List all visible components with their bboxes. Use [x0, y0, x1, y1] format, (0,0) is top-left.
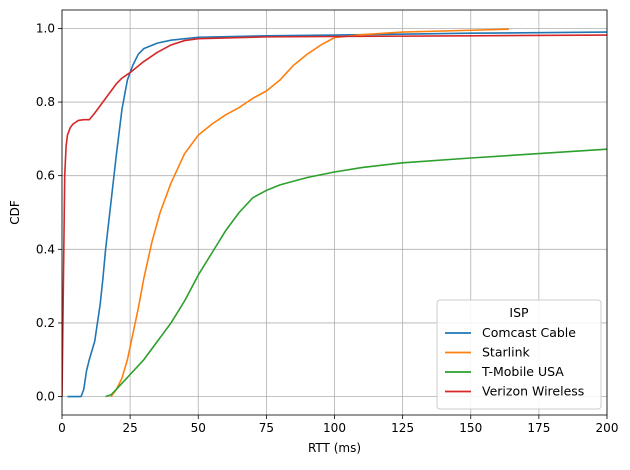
series-line-starlink — [110, 28, 509, 398]
x-tick-label: 25 — [122, 421, 137, 435]
series-line-t-mobile-usa — [105, 148, 607, 398]
x-tick-label: 175 — [527, 421, 550, 435]
legend: ISP Comcast Cable Starlink T-Mobile USA Ver… — [436, 299, 602, 410]
x-tick-label: 125 — [391, 421, 414, 435]
legend-label-t-mobile-usa: T-Mobile USA — [481, 364, 564, 379]
y-tick-label: 1.0 — [36, 21, 55, 35]
y-tick-label: 0.8 — [36, 95, 55, 109]
legend-items: Comcast Cable Starlink T-Mobile USA Verizon… — [445, 325, 584, 399]
legend-label-comcast-cable: Comcast Cable — [482, 325, 576, 340]
x-axis-label: RTT (ms) — [308, 441, 361, 455]
x-tick-label: 50 — [191, 421, 206, 435]
legend-label-starlink: Starlink — [482, 345, 531, 360]
y-tick-label: 0.2 — [36, 316, 55, 330]
axis-ticks: 0 25 50 75 100 125 150 175 200 0.0 0.2 0.4 0.6 0.8 1.0 — [36, 21, 619, 435]
x-tick-label: 100 — [323, 421, 346, 435]
series-line-verizon-wireless — [62, 34, 607, 397]
x-tick-label: 200 — [596, 421, 619, 435]
legend-box — [436, 299, 602, 410]
x-tick-label: 75 — [259, 421, 274, 435]
y-tick-label: 0.4 — [36, 242, 55, 256]
x-tick-label: 0 — [58, 421, 66, 435]
x-tick-label: 150 — [459, 421, 482, 435]
grid — [61, 10, 608, 415]
legend-label-verizon-wireless: Verizon Wireless — [482, 384, 584, 399]
y-tick-label: 0.0 — [36, 390, 55, 404]
legend-title: ISP — [509, 305, 529, 320]
y-tick-label: 0.6 — [36, 169, 55, 183]
series-line-comcast-cable — [67, 31, 607, 398]
series-lines — [62, 28, 607, 398]
y-axis-label: CDF — [8, 200, 22, 225]
